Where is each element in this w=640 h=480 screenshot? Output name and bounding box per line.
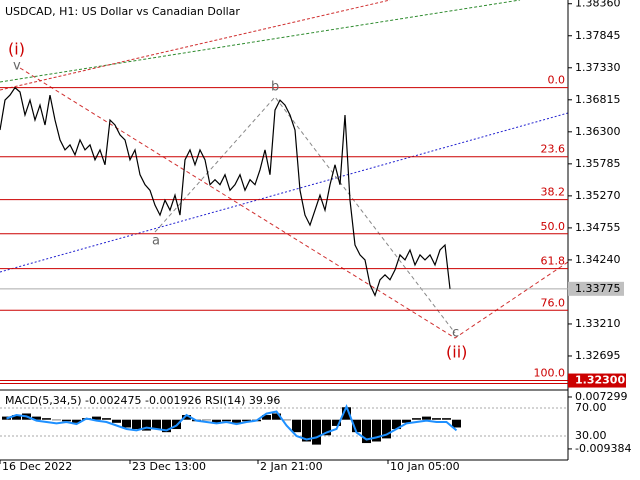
y-tick-label: 1.35785 [575, 157, 621, 170]
fib-label: 76.0 [541, 296, 566, 309]
macd-bar [102, 418, 111, 420]
macd-bar [62, 419, 71, 422]
macd-bar [362, 419, 371, 444]
macd-bar [312, 419, 321, 445]
wave-label: a [152, 234, 160, 249]
y-tick-label: 0.007299 [575, 390, 628, 403]
macd-bar [412, 418, 421, 420]
y2-tick-label: 30.00 [575, 429, 607, 442]
x-tick-label: 16 Dec 2022 [2, 460, 72, 473]
fib-label: 23.6 [541, 143, 566, 156]
y-tick-label: 1.33210 [575, 317, 621, 330]
macd-bar [262, 415, 271, 420]
macd-bar [212, 419, 221, 423]
wave-label: b [271, 80, 279, 95]
macd-bar [442, 418, 451, 420]
rsi-line [6, 403, 458, 441]
fib-label: 0.0 [548, 74, 566, 87]
y-tick-label: 1.32695 [575, 349, 621, 362]
y-tick-label: -0.009384 [575, 442, 631, 455]
macd-bar [352, 419, 361, 433]
macd-bar [232, 419, 241, 423]
price-line [0, 86, 451, 298]
last-price-box [568, 281, 624, 296]
x-tick-label: 10 Jan 05:00 [390, 460, 460, 473]
macd-bar [402, 419, 411, 423]
fib-label: 38.2 [541, 186, 566, 199]
macd-bar [222, 419, 231, 422]
fib-label: 100.0 [534, 367, 566, 380]
y-tick-label: 1.34240 [575, 253, 621, 266]
wave-label: v [13, 59, 21, 74]
macd-bar [112, 419, 121, 423]
y-tick-label: 1.38360 [575, 0, 621, 10]
macd-bar [42, 418, 51, 420]
fib-label: 61.8 [541, 255, 566, 268]
macd-bar [272, 413, 281, 420]
macd-bar [302, 419, 311, 442]
macd-bar [72, 419, 81, 423]
y-tick-label: 1.34755 [575, 221, 621, 234]
macd-bar [132, 419, 141, 430]
macd-bar [12, 415, 21, 420]
y-tick-label: 1.35270 [575, 189, 621, 202]
level-marker-box [568, 373, 626, 388]
y-tick-label: 1.36300 [575, 125, 621, 138]
channel-line [19, 67, 569, 339]
macd-bar [382, 419, 391, 439]
macd-bar [322, 419, 331, 436]
macd-bar [182, 415, 191, 420]
wave-label: (i) [8, 40, 25, 59]
y-tick-label: 1.37330 [575, 61, 621, 74]
x-tick-label: 23 Dec 13:00 [132, 460, 206, 473]
macd-bar [422, 416, 431, 420]
macd-bar [372, 419, 381, 442]
macd-bar [242, 419, 251, 422]
trend-line [0, 0, 391, 91]
macd-bar [122, 419, 131, 428]
macd-bar [392, 419, 401, 430]
fib-label: 50.0 [541, 220, 566, 233]
y2-tick-label: 70.00 [575, 401, 607, 414]
indicator-title: MACD(5,34,5) -0.002475 -0.001926 RSI(14)… [5, 394, 280, 407]
macd-bar [32, 416, 41, 420]
y-tick-label: 1.37845 [575, 29, 621, 42]
macd-bar [282, 419, 291, 421]
wave-line [154, 96, 456, 334]
macd-bar [432, 418, 441, 420]
macd-bar [332, 419, 341, 426]
trend-line [0, 0, 521, 83]
level-marker-label: 1.32300 [575, 374, 625, 387]
macd-bar [452, 419, 461, 428]
macd-bar [152, 419, 161, 430]
macd-bar [162, 419, 171, 433]
wave-label: (ii) [446, 343, 467, 362]
macd-bar [92, 416, 101, 420]
macd-bar [142, 419, 151, 431]
macd-bar [342, 407, 351, 420]
last-price-label: 1.33775 [575, 282, 621, 295]
macd-bar [202, 419, 211, 421]
macd-bar [292, 419, 301, 433]
wave-label: c [452, 326, 459, 341]
chart-title: USDCAD, H1: US Dollar vs Canadian Dollar [5, 5, 240, 18]
macd-bar [52, 419, 61, 421]
y-tick-label: 1.36815 [575, 93, 621, 106]
x-tick-label: 2 Jan 21:00 [260, 460, 323, 473]
